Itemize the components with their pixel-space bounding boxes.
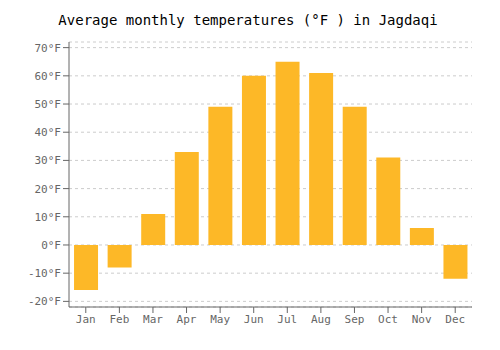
svg-text:70°F: 70°F (35, 42, 62, 55)
svg-text:0°F: 0°F (41, 239, 61, 252)
svg-text:Jul: Jul (277, 313, 297, 326)
svg-text:50°F: 50°F (35, 98, 62, 111)
svg-text:Aug: Aug (311, 313, 331, 326)
svg-text:-20°F: -20°F (28, 295, 61, 308)
svg-text:Feb: Feb (109, 313, 129, 326)
svg-text:-10°F: -10°F (28, 267, 61, 280)
html-text:Average monthly temperatures (: Average monthly temperatures (°F ) in Ja… (58, 12, 438, 28)
svg-text:Apr: Apr (177, 313, 197, 326)
svg-text:Nov: Nov (412, 313, 432, 326)
svg-text:Oct: Oct (378, 313, 398, 326)
svg-text:60°F: 60°F (35, 70, 62, 83)
svg-text:Sep: Sep (345, 313, 365, 326)
svg-text:May: May (210, 313, 230, 326)
svg-text:30°F: 30°F (35, 154, 62, 167)
svg-text:20°F: 20°F (35, 183, 62, 196)
svg-text:Jun: Jun (244, 313, 264, 326)
svg-text:Mar: Mar (143, 313, 163, 326)
svg-text:40°F: 40°F (35, 126, 62, 139)
svg-text:10°F: 10°F (35, 211, 62, 224)
svg-text:Dec: Dec (445, 313, 465, 326)
svg-text:Jan: Jan (76, 313, 96, 326)
